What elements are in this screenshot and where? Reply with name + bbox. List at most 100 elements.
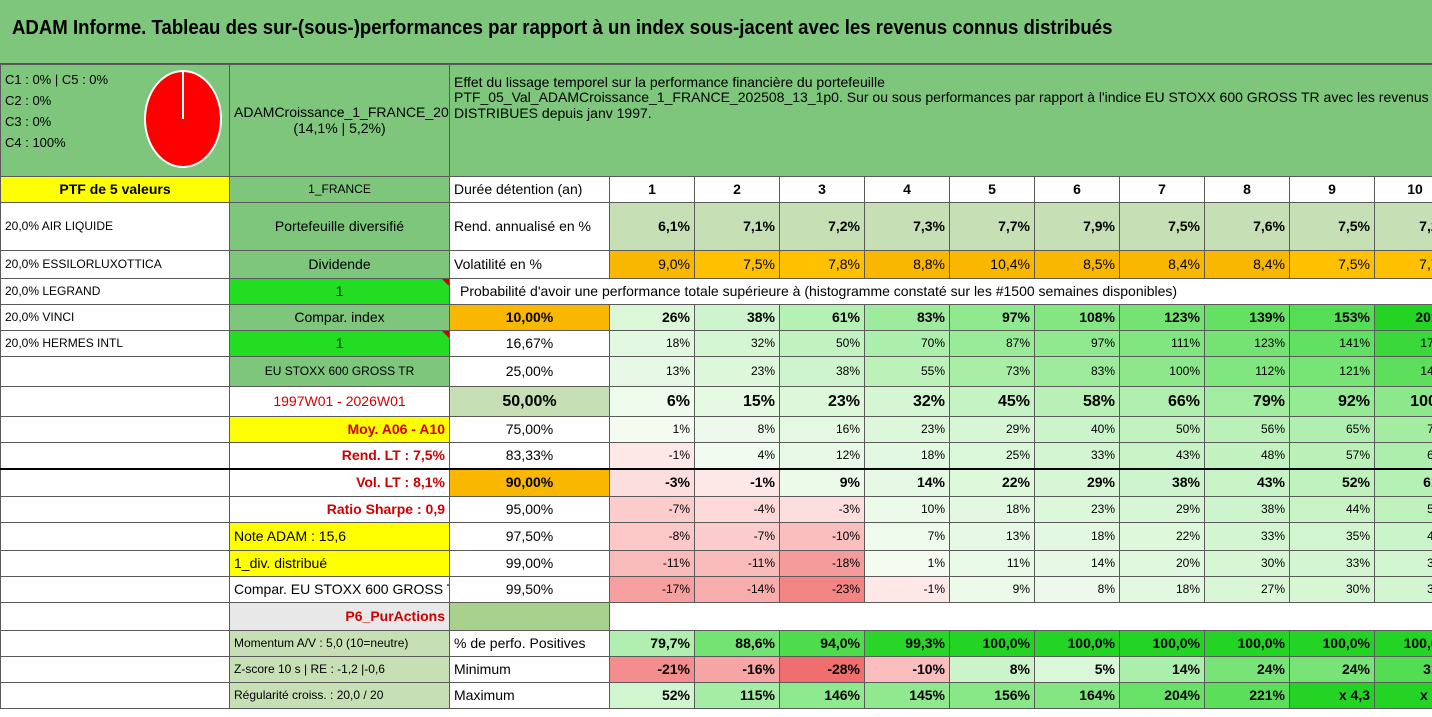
- empty-cell[interactable]: [0, 467, 230, 497]
- ptf-label[interactable]: PTF de 5 valeurs: [0, 176, 230, 203]
- stat-value[interactable]: 146%: [779, 682, 865, 709]
- market-label[interactable]: 1_FRANCE: [229, 176, 450, 203]
- rend-value[interactable]: 6,1%: [609, 202, 695, 251]
- quantile-value[interactable]: 61%: [1373, 467, 1432, 497]
- quantile-value[interactable]: 43%: [1119, 442, 1205, 469]
- vol-lt-label[interactable]: Vol. LT : 8,1%: [229, 467, 450, 497]
- quantile-value[interactable]: -23%: [779, 576, 865, 603]
- holding-row[interactable]: 20,0% HERMES INTL: [0, 330, 230, 357]
- stat-label[interactable]: % de perfo. Positives: [449, 630, 610, 657]
- stat-value[interactable]: 115%: [694, 682, 780, 709]
- compar-full-label[interactable]: Compar. EU STOXX 600 GROSS TR: [229, 576, 450, 603]
- quantile-value[interactable]: 121%: [1289, 356, 1375, 387]
- quantile-value[interactable]: 11%: [949, 550, 1035, 577]
- empty-cell[interactable]: [0, 630, 230, 657]
- quantile-value[interactable]: 33%: [1204, 522, 1290, 551]
- empty-cell[interactable]: [0, 682, 230, 709]
- stat-value[interactable]: 100,0%: [949, 630, 1035, 657]
- quantile-value[interactable]: 23%: [779, 386, 865, 417]
- quantile-value[interactable]: 79%: [1204, 386, 1290, 417]
- quantile-value[interactable]: 50%: [1119, 416, 1205, 443]
- stat-value[interactable]: 94,0%: [779, 630, 865, 657]
- quantile-value[interactable]: 58%: [1034, 386, 1120, 417]
- quantile-value[interactable]: 8%: [694, 416, 780, 443]
- quantile-value[interactable]: -18%: [779, 550, 865, 577]
- quantile-value[interactable]: -4%: [694, 496, 780, 523]
- quantile-value[interactable]: 10%: [864, 496, 950, 523]
- quantile-value[interactable]: 29%: [1119, 496, 1205, 523]
- quantile-value[interactable]: 55%: [864, 356, 950, 387]
- vol-value[interactable]: 7,5%: [1289, 250, 1375, 279]
- quantile-value[interactable]: 35%: [1373, 550, 1432, 577]
- rend-value[interactable]: 7,2%: [779, 202, 865, 251]
- quantile-value[interactable]: 40%: [1034, 416, 1120, 443]
- quantile-value[interactable]: 100%: [1119, 356, 1205, 387]
- quantile-value[interactable]: 23%: [864, 416, 950, 443]
- quantile-value[interactable]: 73%: [949, 356, 1035, 387]
- quantile-value[interactable]: 18%: [609, 330, 695, 357]
- quantile-value[interactable]: -10%: [779, 522, 865, 551]
- quantile-value[interactable]: 23%: [694, 356, 780, 387]
- quantile-value[interactable]: 141%: [1289, 330, 1375, 357]
- quantile-value[interactable]: 23%: [1034, 496, 1120, 523]
- moy-label[interactable]: Moy. A06 - A10: [229, 416, 450, 443]
- rend-value[interactable]: 7,1%: [694, 202, 780, 251]
- quantile-value[interactable]: 43%: [1204, 467, 1290, 497]
- quantile-value[interactable]: 38%: [694, 304, 780, 331]
- quantile-value[interactable]: 178%: [1373, 330, 1432, 357]
- stat-value[interactable]: 100,0%: [1119, 630, 1205, 657]
- rend-value[interactable]: 7,5%: [1119, 202, 1205, 251]
- year-header[interactable]: 3: [779, 176, 865, 203]
- stat-value[interactable]: 52%: [609, 682, 695, 709]
- year-header[interactable]: 4: [864, 176, 950, 203]
- stat-value[interactable]: 221%: [1204, 682, 1290, 709]
- flag-one-a[interactable]: 1: [229, 278, 450, 305]
- quantile-value[interactable]: 29%: [1034, 467, 1120, 497]
- p6-bar[interactable]: [449, 602, 610, 631]
- year-header[interactable]: 10: [1373, 176, 1432, 203]
- quantile-value[interactable]: 1%: [609, 416, 695, 443]
- quantile-label[interactable]: 99,00%: [449, 550, 610, 577]
- quantile-label[interactable]: 95,00%: [449, 496, 610, 523]
- rend-value[interactable]: 7,2%: [1373, 202, 1432, 251]
- quantile-label[interactable]: 83,33%: [449, 442, 610, 469]
- quantile-label[interactable]: 75,00%: [449, 416, 610, 443]
- quantile-value[interactable]: 38%: [779, 356, 865, 387]
- quantile-value[interactable]: 61%: [779, 304, 865, 331]
- quantile-value[interactable]: 145%: [1373, 356, 1432, 387]
- quantile-value[interactable]: 68%: [1373, 442, 1432, 469]
- quantile-value[interactable]: 65%: [1289, 416, 1375, 443]
- stat-value[interactable]: -21%: [609, 656, 695, 683]
- stat-value[interactable]: x 4,3: [1289, 682, 1375, 709]
- quantile-value[interactable]: 83%: [864, 304, 950, 331]
- stat-value[interactable]: x 3,9: [1373, 682, 1432, 709]
- rend-value[interactable]: 7,6%: [1204, 202, 1290, 251]
- stat-value[interactable]: 88,6%: [694, 630, 780, 657]
- empty-cell[interactable]: [0, 656, 230, 683]
- quantile-value[interactable]: 33%: [1289, 550, 1375, 577]
- quantile-value[interactable]: 30%: [1204, 550, 1290, 577]
- stat-value[interactable]: 100,0%: [1034, 630, 1120, 657]
- stat-value[interactable]: 164%: [1034, 682, 1120, 709]
- year-header[interactable]: 5: [949, 176, 1035, 203]
- quantile-value[interactable]: 32%: [694, 330, 780, 357]
- quantile-value[interactable]: 108%: [1034, 304, 1120, 331]
- diversified-label[interactable]: Portefeuille diversifié: [229, 202, 450, 251]
- stat-label[interactable]: Minimum: [449, 656, 610, 683]
- quantile-value[interactable]: 38%: [1204, 496, 1290, 523]
- quantile-value[interactable]: 123%: [1119, 304, 1205, 331]
- stat-note[interactable]: Régularité croiss. : 20,0 / 20: [229, 682, 450, 709]
- rend-lt-label[interactable]: Rend. LT : 7,5%: [229, 442, 450, 469]
- quantile-label[interactable]: 90,00%: [449, 467, 610, 497]
- quantile-value[interactable]: 1%: [864, 550, 950, 577]
- quantile-value[interactable]: 18%: [949, 496, 1035, 523]
- stat-value[interactable]: 31%: [1373, 656, 1432, 683]
- stat-value[interactable]: 204%: [1119, 682, 1205, 709]
- quantile-label[interactable]: 99,50%: [449, 576, 610, 603]
- quantile-value[interactable]: 44%: [1289, 496, 1375, 523]
- stat-label[interactable]: Maximum: [449, 682, 610, 709]
- quantile-value[interactable]: -17%: [609, 576, 695, 603]
- quantile-value[interactable]: 33%: [1373, 576, 1432, 603]
- quantile-value[interactable]: 56%: [1204, 416, 1290, 443]
- p6-label[interactable]: P6_PurActions: [229, 602, 450, 631]
